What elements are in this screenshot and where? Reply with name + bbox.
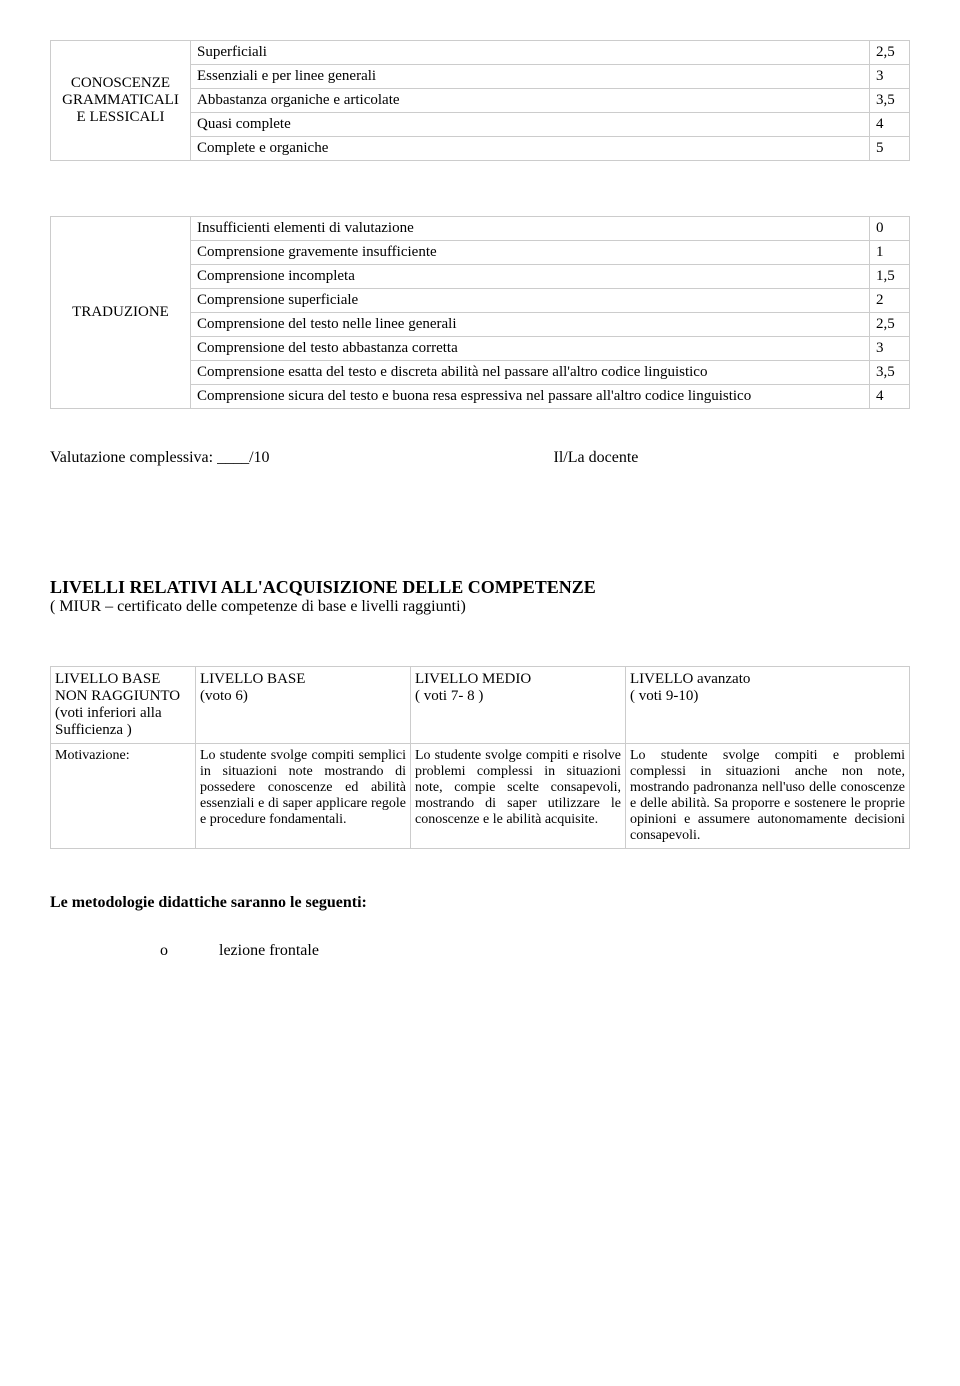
table1-row1-score: 3 [870, 65, 910, 89]
translation-table: TRADUZIONE Insufficienti elementi di val… [50, 216, 910, 409]
levels-body-c2: Lo studente svolge compiti semplici in s… [196, 744, 411, 849]
levels-head-c2a: LIVELLO BASE [200, 671, 305, 687]
grammar-knowledge-table: CONOSCENZE GRAMMATICALI E LESSICALI Supe… [50, 40, 910, 161]
table1-row4-desc: Complete e organiche [191, 137, 870, 161]
table2-row4-score: 2,5 [870, 313, 910, 337]
teacher-label: Il/La docente [554, 449, 639, 467]
table2-row4-desc: Comprensione del testo nelle linee gener… [191, 313, 870, 337]
table2-row3-desc: Comprensione superficiale [191, 289, 870, 313]
levels-head-c4b: ( voti 9-10) [630, 688, 698, 704]
levels-body-c3: Lo studente svolge compiti e risolve pro… [411, 744, 626, 849]
table2-row3-score: 2 [870, 289, 910, 313]
levels-heading: LIVELLI RELATIVI ALL'ACQUISIZIONE DELLE … [50, 577, 910, 598]
levels-head-c1c: (voti inferiori alla [55, 705, 162, 721]
table2-row5-score: 3 [870, 337, 910, 361]
table1-row2-desc: Abbastanza organiche e articolate [191, 89, 870, 113]
levels-head-c1d: Sufficienza ) [55, 722, 132, 738]
levels-head-c4: LIVELLO avanzato ( voti 9-10) [626, 667, 910, 744]
table2-label: TRADUZIONE [51, 217, 191, 409]
bullet-marker: o [160, 942, 215, 960]
levels-head-c1: LIVELLO BASE NON RAGGIUNTO (voti inferio… [51, 667, 196, 744]
table2-row6-desc: Comprensione esatta del testo e discreta… [191, 361, 870, 385]
levels-head-c3a: LIVELLO MEDIO [415, 671, 531, 687]
overall-score-label: Valutazione complessiva: ____/10 [50, 449, 270, 466]
levels-head-c2: LIVELLO BASE (voto 6) [196, 667, 411, 744]
table2-row0-score: 0 [870, 217, 910, 241]
levels-head-c1b: NON RAGGIUNTO [55, 688, 180, 704]
table1-row0-desc: Superficiali [191, 41, 870, 65]
table1-row0-score: 2,5 [870, 41, 910, 65]
table1-label: CONOSCENZE GRAMMATICALI E LESSICALI [51, 41, 191, 161]
table1-row3-score: 4 [870, 113, 910, 137]
levels-head-c4a: LIVELLO avanzato [630, 671, 750, 687]
levels-head-c2b: (voto 6) [200, 688, 248, 704]
levels-body-c4: Lo studente svolge compiti e problemi co… [626, 744, 910, 849]
table1-row2-score: 3,5 [870, 89, 910, 113]
bullet-item: o lezione frontale [160, 942, 910, 960]
bullet-text: lezione frontale [219, 942, 319, 959]
table2-row0-desc: Insufficienti elementi di valutazione [191, 217, 870, 241]
levels-head-c3: LIVELLO MEDIO ( voti 7- 8 ) [411, 667, 626, 744]
table2-row6-score: 3,5 [870, 361, 910, 385]
levels-head-c1a: LIVELLO BASE [55, 671, 160, 687]
table2-row5-desc: Comprensione del testo abbastanza corret… [191, 337, 870, 361]
table2-row1-desc: Comprensione gravemente insufficiente [191, 241, 870, 265]
table1-row1-desc: Essenziali e per linee generali [191, 65, 870, 89]
levels-table: LIVELLO BASE NON RAGGIUNTO (voti inferio… [50, 666, 910, 849]
table2-row7-score: 4 [870, 385, 910, 409]
levels-head-c3b: ( voti 7- 8 ) [415, 688, 483, 704]
levels-subtitle: ( MIUR – certificato delle competenze di… [50, 598, 910, 616]
table2-row2-desc: Comprensione incompleta [191, 265, 870, 289]
table2-row1-score: 1 [870, 241, 910, 265]
motivation-label: Motivazione: [51, 744, 196, 849]
table2-row2-score: 1,5 [870, 265, 910, 289]
table1-row4-score: 5 [870, 137, 910, 161]
table2-row7-desc: Comprensione sicura del testo e buona re… [191, 385, 870, 409]
methodologies-heading: Le metodologie didattiche saranno le seg… [50, 894, 910, 912]
table1-row3-desc: Quasi complete [191, 113, 870, 137]
